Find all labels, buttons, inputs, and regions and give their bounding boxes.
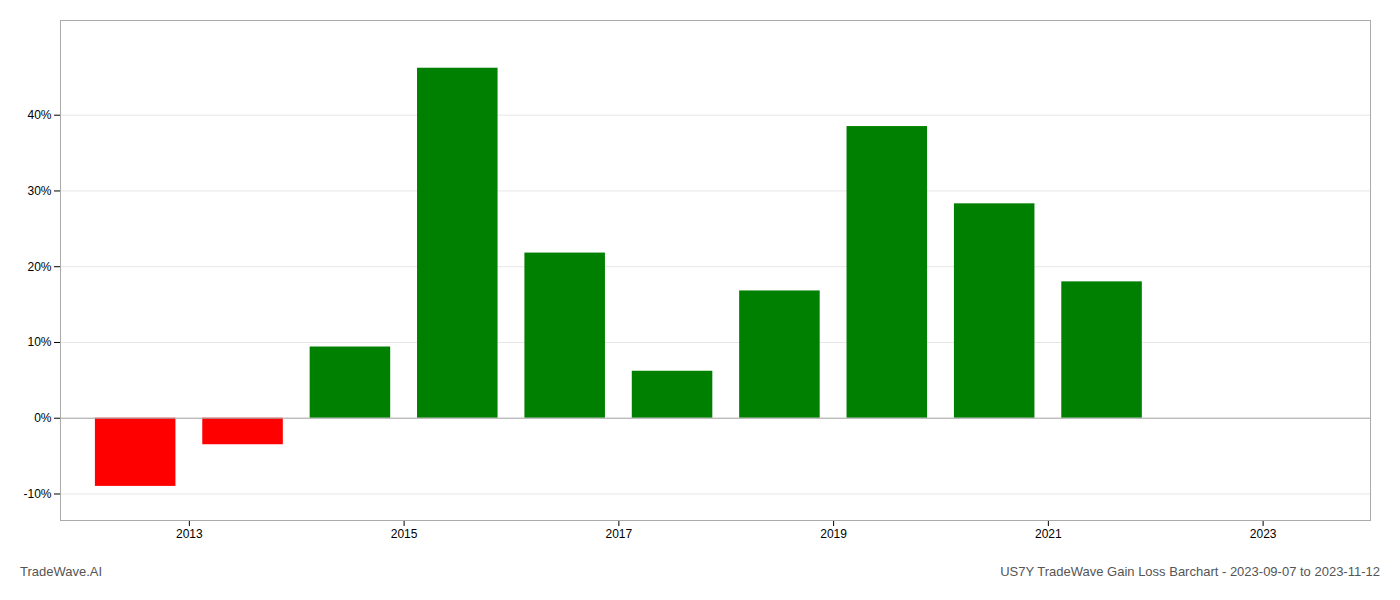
svg-text:10%: 10% <box>27 335 51 349</box>
svg-text:2023: 2023 <box>1250 527 1277 541</box>
svg-text:2017: 2017 <box>606 527 633 541</box>
svg-text:2015: 2015 <box>391 527 418 541</box>
svg-text:2019: 2019 <box>820 527 847 541</box>
html-text:TradeWave.AI: TradeWave.AI <box>20 564 103 579</box>
svg-text:30%: 30% <box>27 184 51 198</box>
svg-text:0%: 0% <box>34 411 52 425</box>
svg-text:40%: 40% <box>27 108 51 122</box>
svg-text:-10%: -10% <box>23 487 51 501</box>
svg-text:2021: 2021 <box>1035 527 1062 541</box>
html-text:US7Y TradeWave Gain Loss Barch: US7Y TradeWave Gain Loss Barchart - 2023… <box>1000 564 1380 579</box>
svg-text:2013: 2013 <box>176 527 203 541</box>
svg-text:20%: 20% <box>27 260 51 274</box>
